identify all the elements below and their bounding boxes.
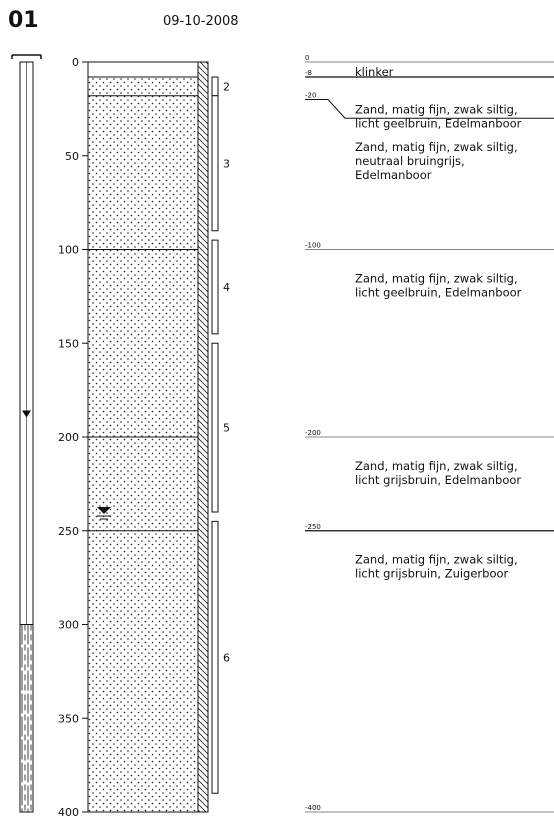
layer-description-line: licht geelbruin, Edelmanboor	[355, 117, 522, 131]
layer-sand	[87, 76, 199, 813]
layer-description-line: klinker	[355, 65, 394, 79]
depth-label: 0	[305, 54, 309, 62]
depth-label: -400	[305, 804, 321, 812]
depth-label: -250	[305, 523, 321, 531]
sample-label: 5	[223, 422, 230, 435]
layer-klinker	[87, 61, 199, 78]
layer-descriptions: 0 -8 -20 -100 -200 -250 -400 klinker Zand, matig…	[305, 54, 554, 813]
sample-bracket	[211, 95, 219, 232]
sample-label: 4	[223, 281, 230, 294]
axis-tick-label: 400	[58, 806, 79, 819]
axis-tick-label: 50	[65, 150, 79, 163]
axis-tick-label: 100	[58, 244, 79, 257]
axis-tick-label: 0	[72, 56, 79, 69]
soil-column	[87, 61, 209, 813]
sample-label: 2	[223, 80, 230, 93]
casing-hatch	[197, 61, 209, 813]
layer-description-line: Edelmanboor	[355, 168, 432, 182]
axis-tick-label: 300	[58, 619, 79, 632]
boring-date: 09-10-2008	[163, 14, 239, 29]
depth-label: -200	[305, 429, 321, 437]
layer-description-line: licht geelbruin, Edelmanboor	[355, 285, 522, 299]
groundwater-level-icon	[22, 410, 31, 418]
sample-label: 6	[223, 651, 230, 664]
depth-label: -100	[305, 242, 321, 250]
layer-description-line: Zand, matig fijn, zwak siltig,	[355, 459, 518, 473]
layer-description-line: Zand, matig fijn, zwak siltig,	[355, 103, 518, 117]
depth-label: -8	[305, 69, 312, 77]
well-cap	[11, 54, 42, 59]
sample-markers: 2 3 4 5 6	[211, 76, 230, 794]
axis-tick-label: 250	[58, 525, 79, 538]
boring-id: 01	[8, 8, 39, 33]
depth-axis: 0 50 100 150 200 250 300 350 400	[58, 56, 88, 819]
axis-tick-label: 350	[58, 712, 79, 725]
sample-bracket	[211, 239, 219, 335]
depth-label: -20	[305, 92, 316, 100]
sample-bracket	[211, 342, 219, 513]
axis-tick-label: 200	[58, 431, 79, 444]
sample-bracket	[211, 76, 219, 97]
sample-bracket	[211, 520, 219, 794]
layer-description-line: Zand, matig fijn, zwak siltig,	[355, 140, 518, 154]
axis-tick-label: 150	[58, 337, 79, 350]
layer-description-line: licht grijsbruin, Edelmanboor	[355, 473, 521, 487]
sample-label: 3	[223, 157, 230, 170]
layer-description-line: Zand, matig fijn, zwak siltig,	[355, 271, 518, 285]
description-separator	[305, 99, 554, 119]
layer-description-line: licht grijsbruin, Zuigerboor	[355, 567, 509, 581]
layer-description-line: neutraal bruingrijs,	[355, 154, 465, 168]
well-column	[11, 54, 111, 813]
layer-description-line: Zand, matig fijn, zwak siltig,	[355, 553, 518, 567]
